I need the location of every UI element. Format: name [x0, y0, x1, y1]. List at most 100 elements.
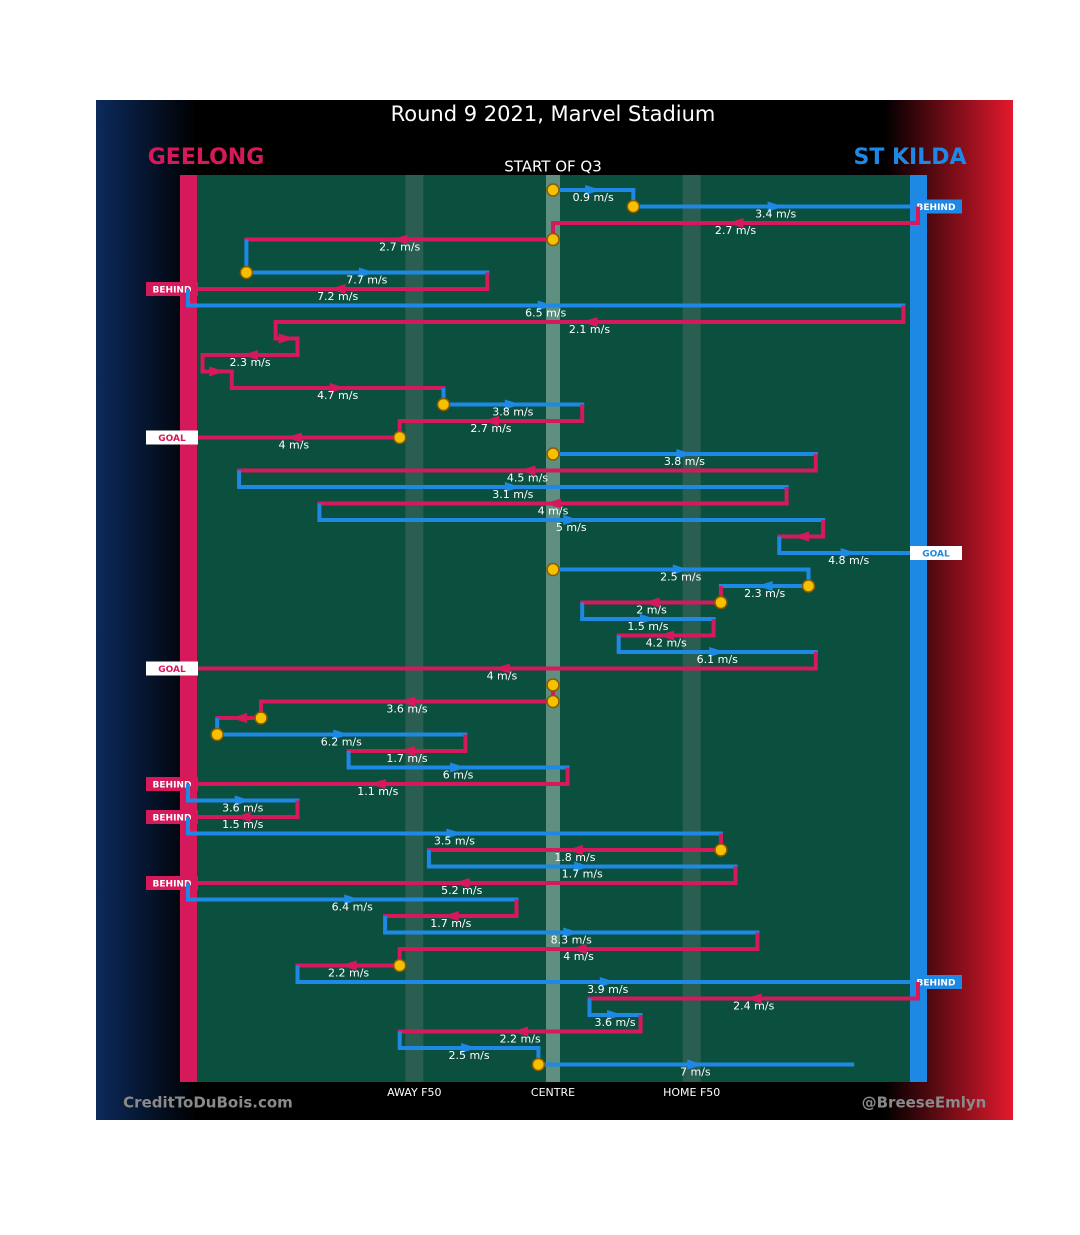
ball-up	[546, 694, 560, 709]
arrow	[391, 234, 408, 245]
speed-label: 1.1 m/s	[357, 785, 398, 798]
arrow	[329, 383, 346, 393]
ball-up	[392, 430, 407, 445]
arrow	[793, 531, 810, 542]
arrow	[519, 465, 536, 476]
result-label: GOAL	[922, 550, 950, 560]
speed-label: 1.7 m/s	[386, 752, 427, 765]
speed-label: 6 m/s	[443, 769, 474, 782]
speed-label: 4 m/s	[487, 670, 518, 683]
arrow	[585, 185, 602, 195]
arrow	[639, 614, 656, 624]
speed-label: 6.2 m/s	[321, 736, 362, 749]
result-label: BEHIND	[153, 814, 192, 824]
arrow	[340, 960, 357, 971]
result-label: BEHIND	[153, 286, 192, 296]
speed-label: 7 m/s	[680, 1066, 711, 1079]
arrow	[234, 795, 251, 806]
field-line	[682, 175, 701, 1082]
speed-label: 2.1 m/s	[569, 323, 610, 336]
result-badge	[146, 810, 198, 824]
ball-up	[546, 678, 560, 692]
speed-label: 5.2 m/s	[441, 884, 482, 897]
speed-label: 1.7 m/s	[562, 868, 603, 881]
ball-up	[546, 183, 560, 197]
result-badge	[910, 975, 962, 989]
arrow	[333, 729, 350, 740]
result-label: BEHIND	[917, 203, 956, 213]
subtitle: START OF Q3	[504, 158, 602, 176]
speed-label: 2.3 m/s	[744, 587, 785, 600]
speed-label: 3.6 m/s	[594, 1016, 635, 1029]
credit: CreditToDuBois.com	[123, 1094, 293, 1112]
speed-label: 7.7 m/s	[346, 274, 387, 287]
speed-label: 2.7 m/s	[715, 224, 756, 237]
arrow	[344, 894, 361, 905]
arrow	[658, 630, 675, 641]
result-badge	[146, 876, 198, 890]
chart-title: Round 9 2021, Marvel Stadium	[391, 102, 716, 126]
arrow	[453, 878, 470, 888]
speed-label: 2.2 m/s	[328, 967, 369, 980]
arrow	[599, 977, 616, 987]
speed-label: 2.4 m/s	[733, 1000, 774, 1013]
speed-label: 1.5 m/s	[627, 620, 668, 633]
arrow	[209, 366, 226, 377]
arrow	[767, 201, 784, 212]
ball-up	[626, 199, 641, 214]
speed-label: 2.2 m/s	[500, 1033, 541, 1046]
speed-label: 6.1 m/s	[697, 653, 738, 666]
speed-label: 4 m/s	[563, 950, 594, 963]
speed-label: 1.5 m/s	[222, 818, 263, 831]
result-badge	[146, 430, 198, 445]
goal-post	[910, 175, 927, 1082]
arrow	[537, 300, 554, 311]
arrow	[450, 762, 467, 773]
result-label: GOAL	[158, 665, 186, 675]
x-tick-label: HOME F50	[663, 1086, 720, 1099]
ball-up	[714, 595, 728, 610]
result-label: BEHIND	[153, 880, 192, 890]
speed-label: 6.5 m/s	[525, 307, 566, 320]
arrow	[399, 696, 415, 707]
arrow	[570, 944, 587, 954]
speed-label: 3.9 m/s	[587, 983, 628, 996]
arrow	[242, 350, 259, 360]
speed-label: 7.2 m/s	[317, 290, 358, 303]
field-line	[405, 175, 424, 1082]
arrow	[581, 317, 598, 327]
ball-up	[239, 265, 254, 280]
arrow	[504, 482, 521, 492]
arrow	[504, 399, 521, 410]
speed-label: 1.7 m/s	[430, 917, 471, 930]
credit: @BreeseEmlyn	[862, 1094, 987, 1112]
goal-post	[180, 175, 197, 1082]
arrow	[442, 911, 459, 921]
arrow	[643, 597, 660, 608]
speed-label: 4 m/s	[279, 439, 310, 452]
arrow	[745, 993, 762, 1004]
result-badge	[146, 282, 198, 296]
ball-up	[392, 958, 407, 973]
team-right: ST KILDA	[853, 145, 966, 170]
speed-label: 3.6 m/s	[386, 703, 427, 716]
ball-up	[436, 397, 451, 412]
arrow	[399, 746, 415, 756]
arrow	[566, 845, 583, 855]
result-badge	[146, 661, 198, 676]
arrow	[461, 1043, 478, 1053]
arrow	[446, 828, 463, 839]
arrow	[231, 713, 248, 723]
ball-up	[801, 579, 816, 593]
speed-label: 3.4 m/s	[755, 208, 796, 221]
speed-label: 4.2 m/s	[646, 637, 687, 650]
result-badge	[910, 546, 962, 560]
arrow	[840, 548, 857, 558]
speed-label: 0.9 m/s	[573, 191, 614, 204]
result-badge	[910, 199, 962, 214]
speed-label: 3.6 m/s	[222, 802, 263, 815]
arrow	[358, 267, 375, 278]
arrow	[676, 449, 693, 459]
speed-label: 2.3 m/s	[229, 356, 270, 369]
